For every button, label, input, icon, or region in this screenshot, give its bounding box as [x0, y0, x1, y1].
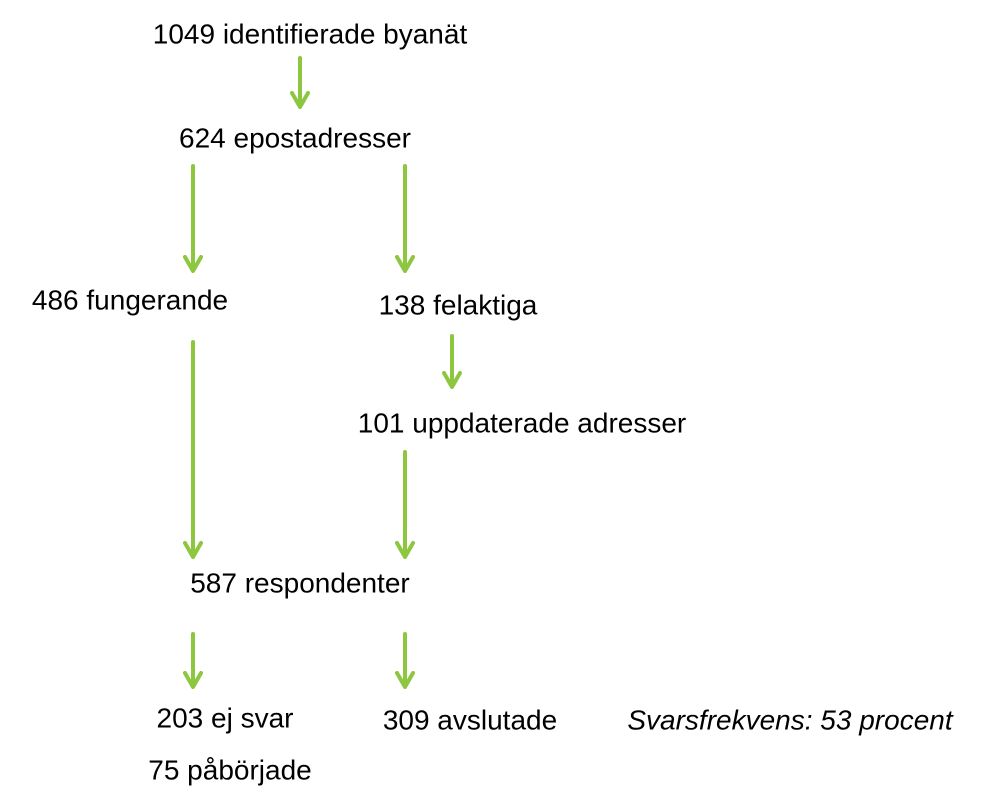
annotation: Svarsfrekvens: 53 procent — [627, 704, 953, 735]
node-label: 75 påbörjade — [148, 754, 311, 785]
arrow — [183, 164, 203, 273]
arrow — [395, 164, 415, 273]
node-label: 486 fungerande — [32, 284, 228, 315]
arrow — [395, 632, 415, 689]
arrows — [183, 56, 462, 689]
arrow — [183, 632, 203, 689]
node-label: 101 uppdaterade adresser — [358, 407, 686, 438]
node-label: 309 avslutade — [383, 704, 557, 735]
node-label: 203 ej svar — [157, 702, 294, 733]
node-label: 1049 identifierade byanät — [153, 18, 468, 49]
arrow — [395, 450, 415, 559]
node-label: 624 epostadresser — [179, 122, 411, 153]
arrow — [290, 56, 310, 109]
node-label: 587 respondenter — [190, 567, 410, 598]
arrow — [183, 340, 203, 559]
node-label: 138 felaktiga — [379, 289, 538, 320]
arrow — [442, 334, 462, 389]
